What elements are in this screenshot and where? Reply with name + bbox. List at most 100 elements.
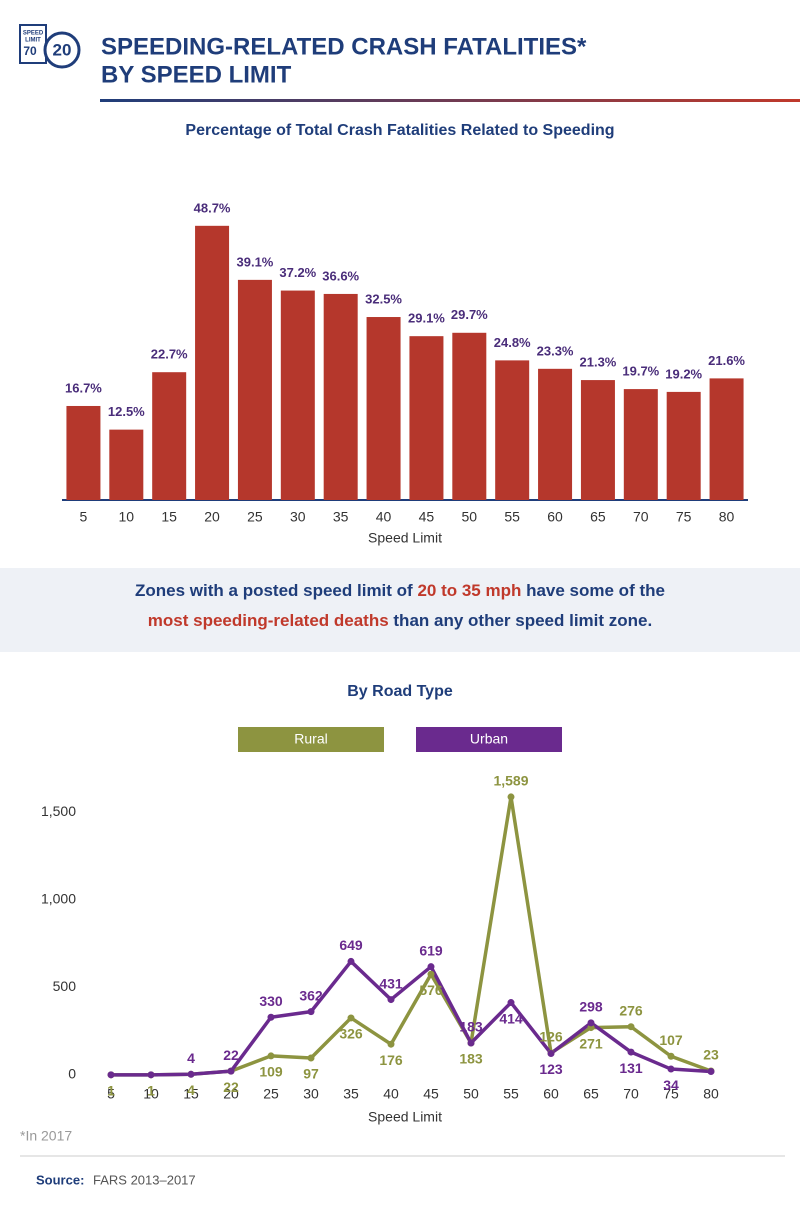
callout-text: have some of the — [521, 581, 665, 600]
x-tick-label: 5 — [107, 1086, 115, 1102]
data-label: 176 — [379, 1052, 403, 1068]
data-label: 4 — [187, 1050, 195, 1066]
data-label: 1 — [147, 1083, 155, 1099]
data-label: 298 — [579, 999, 603, 1015]
data-label: 22 — [223, 1079, 239, 1095]
x-tick-label: 30 — [303, 1086, 319, 1102]
bar — [452, 332, 487, 500]
x-axis-label: Speed Limit — [368, 1109, 442, 1125]
callout-line: Zones with a posted speed limit of 20 to… — [135, 581, 665, 600]
data-label: 19.2% — [665, 366, 702, 381]
data-label: 29.7% — [451, 307, 488, 322]
x-tick-label: 25 — [247, 509, 263, 525]
bar — [495, 360, 530, 500]
data-label: 24.8% — [494, 335, 531, 350]
data-label: 23 — [703, 1047, 719, 1063]
bar — [709, 378, 744, 500]
callout-text: Zones with a posted speed limit of — [135, 581, 417, 600]
x-tick-label: 75 — [676, 509, 692, 525]
data-label: 37.2% — [279, 265, 316, 280]
point — [307, 1054, 315, 1062]
bar — [280, 290, 315, 500]
legend-label: Rural — [294, 731, 327, 747]
x-tick-label: 20 — [223, 1086, 239, 1102]
x-tick-label: 70 — [633, 509, 649, 525]
icon-text: SPEED — [23, 31, 44, 37]
source-text: FARS 2013–2017 — [93, 1172, 196, 1187]
x-tick-label: 75 — [663, 1086, 679, 1102]
series-line — [111, 959, 712, 1077]
header-rule — [100, 99, 800, 102]
point — [627, 1023, 635, 1031]
x-tick-label: 10 — [143, 1086, 159, 1102]
point — [427, 963, 435, 971]
data-label: 649 — [339, 937, 363, 953]
point — [267, 1013, 275, 1021]
x-tick-label: 65 — [590, 509, 606, 525]
y-tick-label: 1,500 — [41, 803, 76, 819]
data-label: 19.7% — [622, 364, 659, 379]
y-tick-label: 1,000 — [41, 891, 76, 907]
x-tick-label: 80 — [703, 1086, 719, 1102]
x-tick-label: 80 — [719, 509, 735, 525]
x-tick-label: 30 — [290, 509, 306, 525]
point — [107, 1071, 115, 1079]
x-tick-label: 15 — [161, 509, 177, 525]
icon-circle — [43, 31, 81, 69]
x-tick-label: 65 — [583, 1086, 599, 1102]
point — [307, 1008, 315, 1016]
data-label: 1,589 — [493, 773, 528, 789]
y-tick-label: 500 — [53, 978, 77, 994]
data-label: 21.6% — [708, 353, 745, 368]
chart-title: By Road Type — [347, 683, 453, 700]
x-tick-label: 45 — [419, 509, 435, 525]
x-tick-label: 15 — [183, 1086, 199, 1102]
icon-text: LIMIT — [25, 38, 41, 44]
data-label: 29.1% — [408, 311, 445, 326]
point — [347, 1014, 355, 1022]
bar — [538, 368, 573, 500]
point — [187, 1070, 195, 1078]
callout-emphasis: most speeding-related deaths — [148, 611, 389, 630]
x-tick-label: 50 — [463, 1086, 479, 1102]
point — [467, 1039, 475, 1047]
point — [347, 957, 355, 965]
data-label: 131 — [619, 1060, 643, 1076]
data-label: 22.7% — [151, 347, 188, 362]
data-label: 414 — [499, 1010, 523, 1026]
x-tick-label: 60 — [547, 509, 563, 525]
x-tick-label: 35 — [333, 509, 349, 525]
data-label: 16.7% — [65, 380, 102, 395]
bar — [152, 372, 187, 500]
y-tick-label: 0 — [68, 1066, 76, 1082]
point — [627, 1048, 635, 1056]
data-label: 21.3% — [580, 355, 617, 370]
series-line — [111, 795, 712, 1077]
x-tick-label: 45 — [423, 1086, 439, 1102]
data-label: 1 — [107, 1083, 115, 1099]
point — [507, 999, 515, 1007]
x-tick-label: 25 — [263, 1086, 279, 1102]
footnote: *In 2017 — [20, 1128, 72, 1144]
x-axis-label: Speed Limit — [368, 530, 442, 546]
x-tick-label: 35 — [343, 1086, 359, 1102]
x-tick-label: 10 — [119, 509, 135, 525]
data-label: 362 — [299, 987, 323, 1003]
data-label: 107 — [659, 1032, 683, 1048]
x-tick-label: 20 — [204, 509, 220, 525]
data-label: 330 — [259, 993, 283, 1009]
bar — [580, 380, 615, 500]
data-label: 32.5% — [365, 291, 402, 306]
point — [387, 996, 395, 1004]
point — [387, 1040, 395, 1048]
bar — [195, 225, 230, 500]
data-label: 126 — [539, 1029, 563, 1045]
data-label: 271 — [579, 1035, 603, 1051]
chart-title: Percentage of Total Crash Fatalities Rel… — [185, 122, 614, 139]
bar — [366, 317, 401, 500]
callout-line: most speeding-related deaths than any ot… — [148, 611, 652, 630]
data-label: 22 — [223, 1047, 239, 1063]
point — [707, 1068, 715, 1075]
legend-label: Urban — [470, 731, 508, 747]
